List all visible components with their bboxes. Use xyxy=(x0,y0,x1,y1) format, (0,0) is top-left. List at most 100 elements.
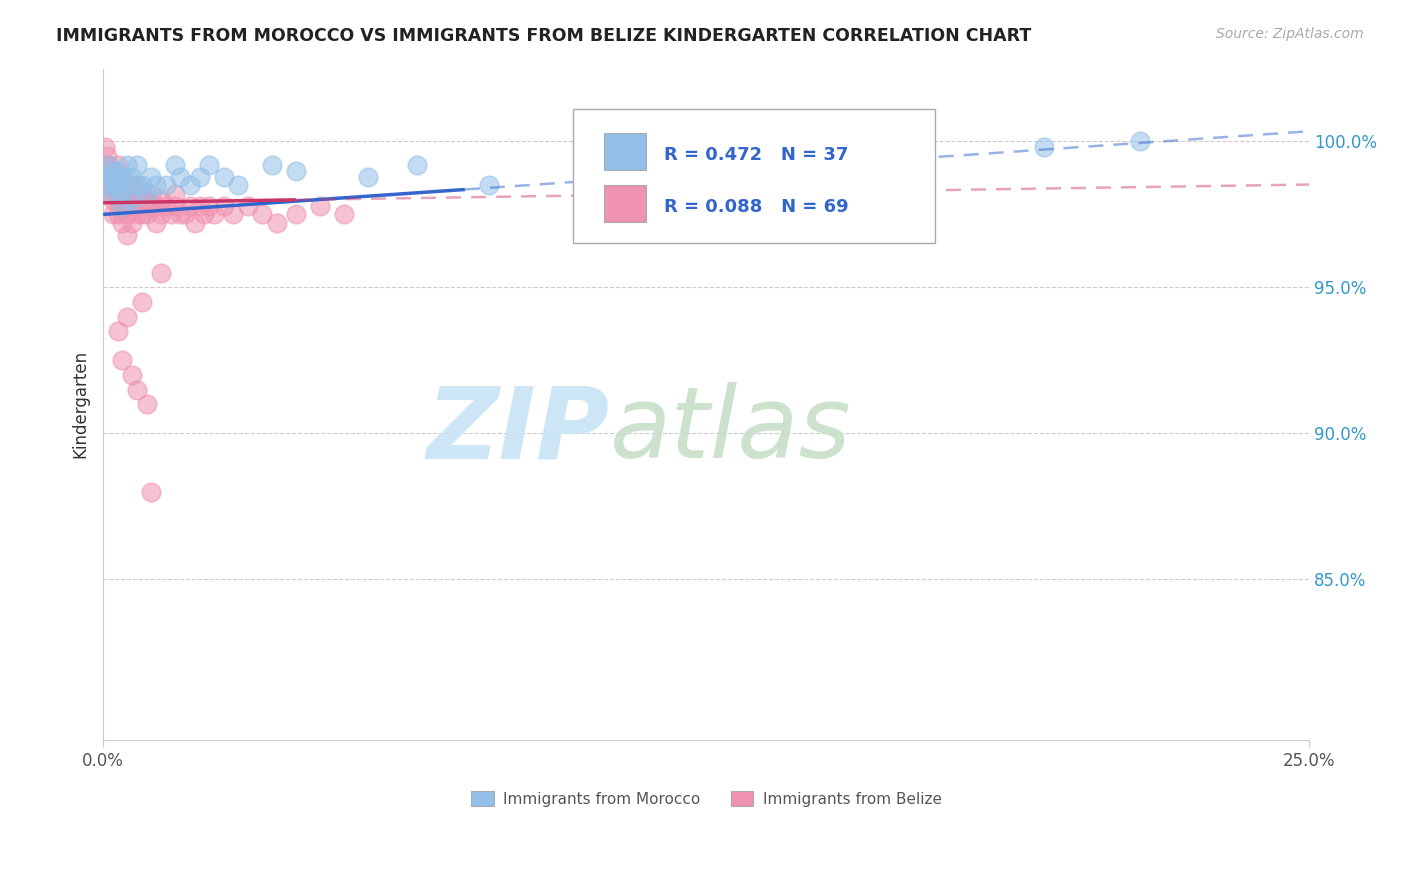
Text: Source: ZipAtlas.com: Source: ZipAtlas.com xyxy=(1216,27,1364,41)
Point xyxy=(107,169,129,184)
Point xyxy=(107,207,129,221)
Point xyxy=(212,199,235,213)
Point xyxy=(174,207,197,221)
Point xyxy=(188,169,211,184)
Point xyxy=(117,193,139,207)
Point xyxy=(121,178,143,193)
Point xyxy=(260,158,283,172)
Point xyxy=(285,163,308,178)
Point xyxy=(117,227,139,242)
Point xyxy=(111,216,134,230)
Point xyxy=(150,207,173,221)
Point xyxy=(141,169,163,184)
Point xyxy=(145,199,167,213)
Point xyxy=(101,207,124,221)
Point xyxy=(117,310,139,324)
Point xyxy=(252,207,274,221)
Text: ZIP: ZIP xyxy=(426,383,610,480)
Bar xyxy=(603,133,645,169)
Point xyxy=(285,207,308,221)
Point xyxy=(131,187,153,202)
Point xyxy=(1032,140,1054,154)
Point xyxy=(107,193,129,207)
Text: R = 0.088   N = 69: R = 0.088 N = 69 xyxy=(664,198,848,216)
Point xyxy=(357,169,380,184)
Point xyxy=(145,216,167,230)
Text: R = 0.472   N = 37: R = 0.472 N = 37 xyxy=(664,145,848,164)
Point xyxy=(94,169,117,184)
Point xyxy=(125,383,148,397)
Point xyxy=(141,484,163,499)
Point xyxy=(111,199,134,213)
Point xyxy=(131,178,153,193)
Point xyxy=(309,199,332,213)
Point xyxy=(266,216,288,230)
Point xyxy=(236,199,259,213)
Point xyxy=(226,178,249,193)
Point xyxy=(108,187,131,202)
Point xyxy=(141,187,163,202)
Point xyxy=(159,207,181,221)
Text: IMMIGRANTS FROM MOROCCO VS IMMIGRANTS FROM BELIZE KINDERGARTEN CORRELATION CHART: IMMIGRANTS FROM MOROCCO VS IMMIGRANTS FR… xyxy=(56,27,1032,45)
Point xyxy=(155,199,177,213)
Point xyxy=(121,216,143,230)
Point xyxy=(117,178,139,193)
Point xyxy=(145,178,167,193)
Point xyxy=(155,178,177,193)
Point xyxy=(198,199,221,213)
Point xyxy=(135,397,157,411)
Point xyxy=(198,158,221,172)
Point xyxy=(141,199,163,213)
Point xyxy=(478,178,501,193)
Point xyxy=(121,368,143,382)
Point xyxy=(222,207,245,221)
Text: atlas: atlas xyxy=(610,383,851,480)
Point xyxy=(97,178,120,193)
Point xyxy=(117,178,139,193)
Point xyxy=(165,199,187,213)
Point xyxy=(101,178,124,193)
Point xyxy=(131,207,153,221)
Point xyxy=(184,216,207,230)
Point xyxy=(101,163,124,178)
Point xyxy=(111,353,134,368)
Point xyxy=(101,169,124,184)
Legend: Immigrants from Morocco, Immigrants from Belize: Immigrants from Morocco, Immigrants from… xyxy=(464,784,948,813)
Point xyxy=(97,169,120,184)
Point xyxy=(93,140,115,154)
Point xyxy=(135,193,157,207)
Point xyxy=(131,295,153,310)
Point xyxy=(188,199,211,213)
Y-axis label: Kindergarten: Kindergarten xyxy=(72,350,89,458)
Point xyxy=(104,178,127,193)
Point xyxy=(405,158,427,172)
Point xyxy=(107,324,129,338)
Point xyxy=(121,199,143,213)
Point xyxy=(101,193,124,207)
Bar xyxy=(603,185,645,222)
Point xyxy=(1129,135,1152,149)
Point xyxy=(212,169,235,184)
Point xyxy=(121,193,143,207)
Point xyxy=(169,207,191,221)
Point xyxy=(111,169,134,184)
Point xyxy=(135,187,157,202)
Point xyxy=(179,178,201,193)
Point xyxy=(135,207,157,221)
Point xyxy=(98,163,121,178)
Point xyxy=(125,178,148,193)
Point xyxy=(165,187,187,202)
Point xyxy=(121,169,143,184)
FancyBboxPatch shape xyxy=(574,109,935,243)
Point xyxy=(107,178,129,193)
Point xyxy=(125,158,148,172)
Point xyxy=(107,158,129,172)
Point xyxy=(117,207,139,221)
Point xyxy=(179,199,201,213)
Point xyxy=(111,169,134,184)
Point xyxy=(150,266,173,280)
Point xyxy=(125,178,148,193)
Point xyxy=(202,207,225,221)
Point xyxy=(98,178,121,193)
Point xyxy=(107,178,129,193)
